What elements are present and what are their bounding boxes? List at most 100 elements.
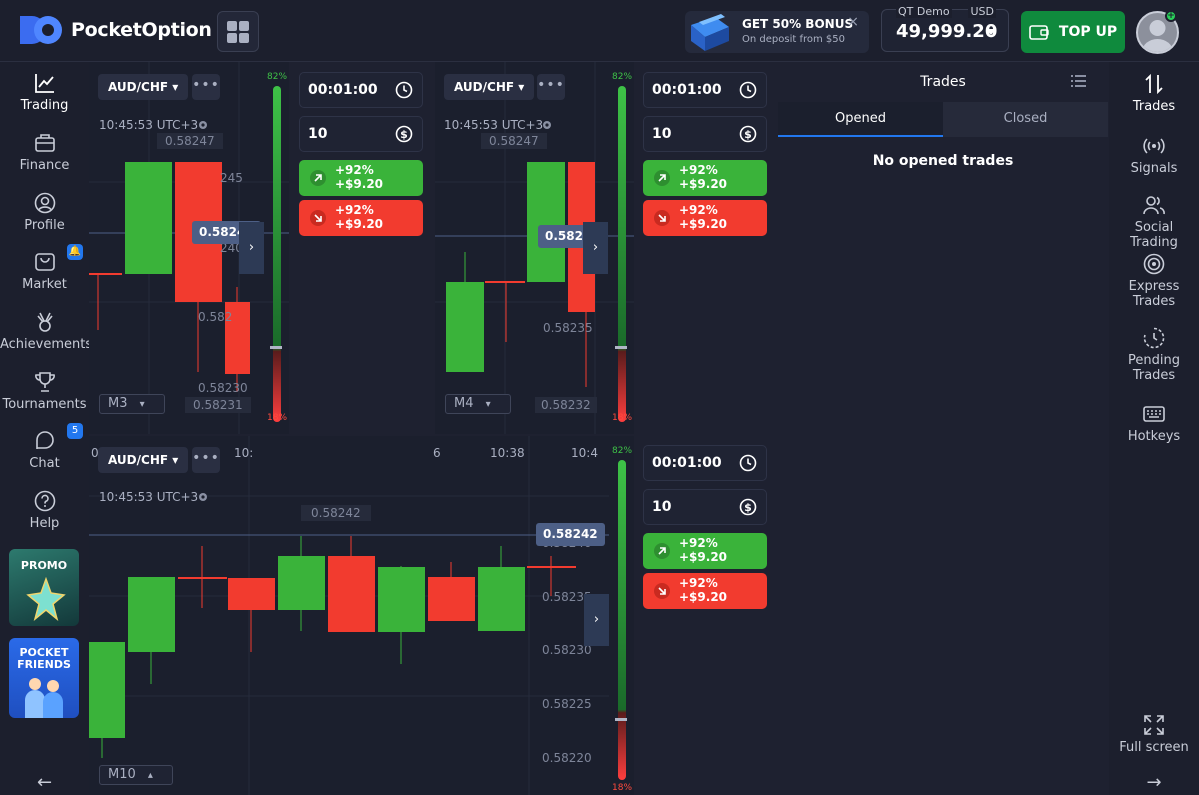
sidebar-item-label: Market bbox=[22, 277, 67, 292]
sidebar-item-label: Finance bbox=[19, 158, 70, 173]
bonus-close-icon[interactable]: × bbox=[847, 14, 859, 30]
amount-value: 10 bbox=[652, 126, 672, 142]
amount-value: 10 bbox=[652, 499, 672, 515]
rightnav-label: Express bbox=[1128, 279, 1180, 294]
buy-button[interactable]: +92% +$9.20 bbox=[643, 533, 767, 569]
chart-panel-3[interactable]: 0: 10: 6 10:38 10:4 AUD/CHF ▾ ••• 10:45:… bbox=[89, 436, 609, 795]
duration-input[interactable]: 00:01:00 bbox=[299, 72, 423, 108]
fullscreen-icon bbox=[1144, 715, 1164, 735]
duration-input[interactable]: 00:01:00 bbox=[643, 72, 767, 108]
chart-menu-button[interactable]: ••• bbox=[537, 74, 565, 100]
sidebar-item-achievements[interactable]: Achievements bbox=[0, 311, 92, 352]
gift-box-icon bbox=[691, 14, 729, 51]
buy-button[interactable]: +92% +$9.20 bbox=[643, 160, 767, 196]
star-icon bbox=[26, 577, 66, 621]
logo[interactable]: PocketOption bbox=[18, 14, 212, 46]
sidebar-item-chat[interactable]: Chat bbox=[0, 430, 89, 471]
chevron-right-icon[interactable]: › bbox=[584, 594, 609, 646]
sidebar-item-tournaments[interactable]: Tournaments bbox=[0, 371, 89, 412]
gear-icon[interactable] bbox=[541, 119, 553, 131]
buy-button[interactable]: +92% +$9.20 bbox=[299, 160, 423, 196]
sell-payout: +92% bbox=[679, 203, 718, 217]
tab-closed[interactable]: Closed bbox=[943, 102, 1108, 137]
logo-text: PocketOption bbox=[71, 19, 212, 41]
rightnav-item-social-trading[interactable]: Social Trading bbox=[1109, 194, 1199, 250]
collapse-sidebar-icon[interactable]: ← bbox=[36, 772, 53, 793]
rightnav-item-trades[interactable]: Trades bbox=[1109, 73, 1199, 114]
rightnav-item-hotkeys[interactable]: Hotkeys bbox=[1109, 403, 1199, 444]
asset-selector[interactable]: AUD/CHF ▾ bbox=[444, 74, 535, 100]
pocket-friends-card[interactable]: POCKET FRIENDS bbox=[9, 638, 79, 718]
arrow-up-right-icon bbox=[310, 170, 326, 186]
gear-icon[interactable] bbox=[197, 119, 209, 131]
sell-button[interactable]: +92% +$9.20 bbox=[643, 200, 767, 236]
chevron-right-icon[interactable]: › bbox=[239, 222, 264, 274]
top-up-button[interactable]: TOP UP bbox=[1021, 11, 1125, 53]
promo-card[interactable]: PROMO bbox=[9, 549, 79, 626]
timeframe-selector[interactable]: M10 ▴ bbox=[99, 765, 173, 785]
sidebar-item-profile[interactable]: Profile bbox=[0, 192, 89, 233]
timeframe: M4 bbox=[454, 396, 474, 411]
dollar-icon: $ bbox=[739, 498, 757, 516]
rightnav-item-signals[interactable]: Signals bbox=[1109, 135, 1199, 176]
clock-icon bbox=[739, 454, 757, 472]
asset-pair: AUD/CHF bbox=[454, 80, 515, 94]
account-selector[interactable]: QT Demo USD 49,999.20 bbox=[881, 5, 1009, 52]
sell-profit: +$9.20 bbox=[335, 217, 384, 231]
chevron-right-icon[interactable]: › bbox=[583, 222, 608, 274]
sell-ratio: 18% bbox=[612, 413, 633, 423]
bonus-title: GET 50% BONUS bbox=[742, 17, 854, 31]
amount-input[interactable]: 10 $ bbox=[643, 489, 767, 525]
pocketoption-logo-icon bbox=[20, 16, 62, 44]
sidebar-item-market[interactable]: Market bbox=[0, 251, 89, 292]
time-axis-label: 10: bbox=[234, 446, 254, 460]
chart-panel-1[interactable]: AUD/CHF ▾ ••• 10:45:53 UTC+3 0.58247 245… bbox=[89, 62, 289, 434]
fullscreen-button[interactable]: Full screen bbox=[1109, 714, 1199, 755]
buy-profit: +$9.20 bbox=[679, 177, 728, 191]
sidebar-item-finance[interactable]: Finance bbox=[0, 132, 89, 173]
sidebar-item-trading[interactable]: Trading bbox=[0, 72, 89, 113]
expand-panel-icon[interactable]: → bbox=[1146, 772, 1162, 793]
price-label: 0.58235 bbox=[542, 590, 592, 604]
avatar[interactable] bbox=[1136, 11, 1179, 54]
rightnav-item-pending-trades[interactable]: Pending Trades bbox=[1109, 327, 1199, 383]
keyboard-icon bbox=[1143, 406, 1165, 422]
price-label: 0.58232 bbox=[535, 397, 597, 413]
server-time: 10:45:53 UTC+3 bbox=[99, 490, 199, 504]
asset-selector[interactable]: AUD/CHF ▾ bbox=[98, 74, 189, 100]
sell-button[interactable]: +92% +$9.20 bbox=[643, 573, 767, 609]
bonus-banner[interactable]: GET 50% BONUS On deposit from $50 × bbox=[685, 11, 869, 53]
help-icon bbox=[34, 490, 55, 512]
chart-menu-button[interactable]: ••• bbox=[192, 74, 220, 100]
top-price-label: 0.58247 bbox=[157, 133, 223, 149]
server-time: 10:45:53 UTC+3 bbox=[99, 118, 199, 132]
price-label: 0.58230 bbox=[198, 381, 248, 395]
list-menu-icon[interactable] bbox=[1071, 74, 1086, 88]
sidebar-item-help[interactable]: Help bbox=[0, 490, 89, 531]
sell-button[interactable]: +92% +$9.20 bbox=[299, 200, 423, 236]
amount-input[interactable]: 10 $ bbox=[643, 116, 767, 152]
chart-panel-2[interactable]: AUD/CHF ▾ ••• 10:45:53 UTC+3 0.58247 0.5… bbox=[435, 62, 634, 434]
trades-title: Trades bbox=[920, 74, 966, 90]
current-price-tag: 0.58242 bbox=[536, 523, 605, 546]
price-label: 0.58220 bbox=[542, 751, 592, 765]
rightnav-item-express-trades[interactable]: Express Trades bbox=[1109, 253, 1199, 309]
timeframe-selector[interactable]: M4 ▾ bbox=[445, 394, 511, 414]
price-label: 0.58235 bbox=[543, 321, 593, 335]
tab-opened[interactable]: Opened bbox=[778, 102, 943, 137]
target-icon bbox=[1143, 253, 1165, 275]
price-label: 0.58230 bbox=[542, 643, 592, 657]
gear-icon[interactable] bbox=[197, 491, 209, 503]
trades-panel: Trades Opened Closed No opened trades bbox=[778, 62, 1108, 795]
trade-controls-3: 00:01:00 10 $ +92% +$9.20 +92% +$9.20 bbox=[634, 436, 778, 795]
rightnav-label-2: Trades bbox=[1132, 294, 1176, 309]
chart-menu-button[interactable]: ••• bbox=[192, 447, 220, 473]
duration-input[interactable]: 00:01:00 bbox=[643, 445, 767, 481]
rightnav-label-2: Trades bbox=[1132, 368, 1176, 383]
layout-grid-button[interactable] bbox=[217, 11, 259, 52]
timeframe: M3 bbox=[108, 396, 128, 411]
chart-line-icon bbox=[34, 74, 54, 93]
asset-selector[interactable]: AUD/CHF ▾ bbox=[98, 447, 189, 473]
amount-input[interactable]: 10 $ bbox=[299, 116, 423, 152]
timeframe-selector[interactable]: M3 ▾ bbox=[99, 394, 165, 414]
